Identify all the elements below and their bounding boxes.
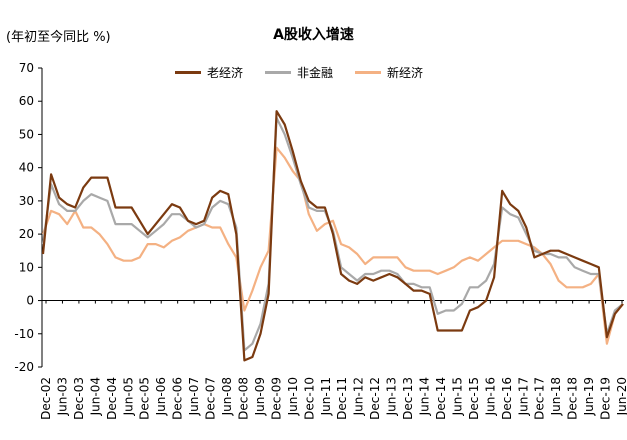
x-tick-label: Dec-13 <box>401 377 415 420</box>
legend-swatch-non-financial <box>265 71 292 74</box>
x-tick-label: Jun-08 <box>220 377 234 416</box>
x-tick-label: Dec-06 <box>171 377 185 420</box>
y-tick-label-10: 10 <box>19 260 34 274</box>
x-tick-label: Dec-10 <box>302 377 316 420</box>
x-tick-label: Dec-04 <box>105 377 119 420</box>
x-tick-label: Jun-13 <box>385 377 399 416</box>
x-tick-label: Jun-04 <box>88 377 102 416</box>
y-tick-label-40: 40 <box>19 161 34 175</box>
legend-item-new-economy: 新经济 <box>355 64 423 81</box>
y-tick-label--10: -10 <box>14 327 34 341</box>
y-tick-label-20: 20 <box>19 227 34 241</box>
legend-swatch-old-economy <box>175 71 201 74</box>
x-tick-label: Dec-02 <box>39 377 53 420</box>
x-tick-label: Jun-15 <box>450 377 464 416</box>
legend: 老经济 非金融 新经济 <box>175 64 423 81</box>
x-tick-label: Dec-18 <box>566 377 580 420</box>
x-tick-label: Jun-18 <box>549 377 563 416</box>
x-tick-label: Jun-05 <box>121 377 135 416</box>
x-tick-label: Dec-05 <box>138 377 152 420</box>
x-tick-label: Dec-19 <box>599 377 613 420</box>
x-tick-label: Jun-12 <box>352 377 366 416</box>
x-tick-label: Dec-17 <box>533 377 547 420</box>
legend-label-old-economy: 老经济 <box>207 66 244 80</box>
y-tick-label-30: 30 <box>19 194 34 208</box>
x-tick-label: Jun-06 <box>154 377 168 416</box>
unit-label: (年初至今同比 %) <box>6 30 111 45</box>
legend-item-non-financial: 非金融 <box>265 64 333 81</box>
y-tick-label-0: 0 <box>26 294 34 308</box>
x-tick-label: Dec-14 <box>434 377 448 420</box>
x-tick-label: Jun-14 <box>418 377 432 416</box>
x-tick-label: Jun-10 <box>286 377 300 416</box>
y-tick-label-60: 60 <box>19 94 34 108</box>
x-tick-label: Jun-17 <box>516 377 530 416</box>
x-tick-label: Jun-20 <box>615 377 627 416</box>
x-tick-label: Dec-15 <box>467 377 481 420</box>
y-tick-label--20: -20 <box>14 360 34 374</box>
y-tick-label-70: 70 <box>19 61 34 75</box>
x-tick-label: Jun-03 <box>55 377 69 416</box>
legend-swatch-new-economy <box>355 71 382 74</box>
x-tick-label: Dec-12 <box>368 377 382 420</box>
x-tick-label: Jun-07 <box>187 377 201 416</box>
legend-item-old-economy: 老经济 <box>175 64 243 81</box>
legend-label-non-financial: 非金融 <box>297 66 334 80</box>
x-tick-label: Jun-11 <box>319 377 333 416</box>
x-tick-label: Dec-08 <box>236 377 250 420</box>
x-tick-label: Dec-11 <box>335 377 349 420</box>
series-line-2 <box>41 146 624 345</box>
x-tick-label: Jun-09 <box>253 377 267 416</box>
x-tick-label: Dec-07 <box>204 377 218 420</box>
x-tick-label: Jun-16 <box>483 377 497 416</box>
x-tick-label: Dec-16 <box>500 377 514 420</box>
chart-title: A股收入增速 <box>273 27 354 43</box>
y-tick-label-50: 50 <box>19 127 34 141</box>
legend-label-new-economy: 新经济 <box>387 66 424 80</box>
x-tick-label: Dec-03 <box>72 377 86 420</box>
x-tick-label: Jun-19 <box>582 377 596 416</box>
series-line-0 <box>41 110 624 362</box>
x-tick-label: Dec-09 <box>269 377 283 420</box>
